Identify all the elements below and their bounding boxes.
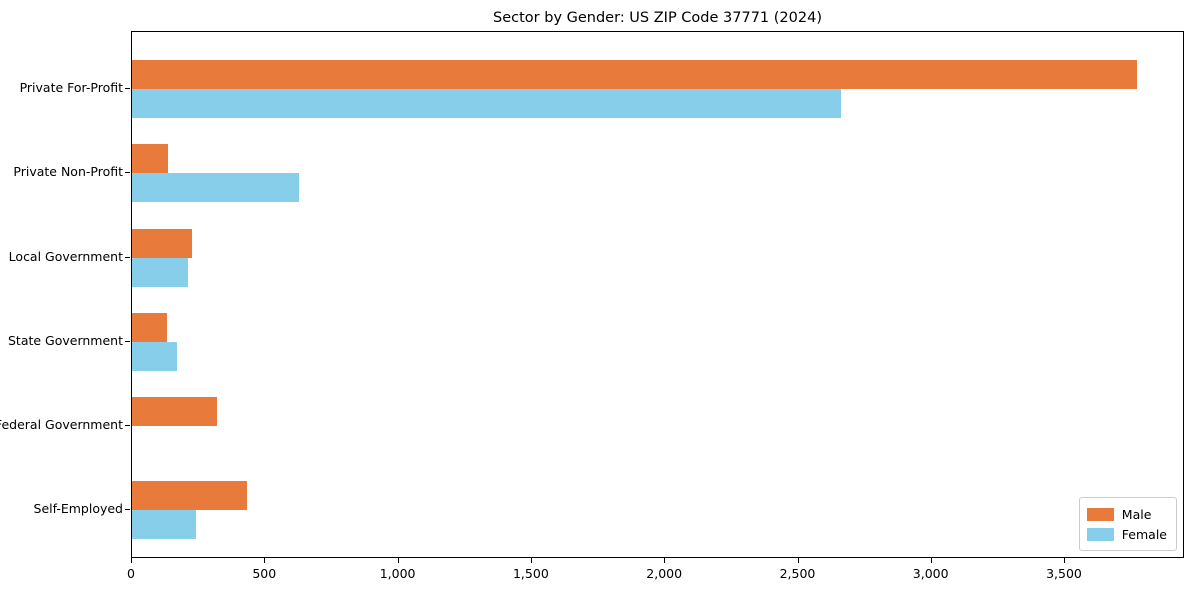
bar-female-state-government (132, 341, 178, 371)
x-tick-mark (264, 558, 266, 563)
y-tick-label-state-government: State Government (7, 332, 123, 348)
y-tick-label-private-non-profit: Private Non-Profit (13, 164, 123, 180)
x-tick-label-3-000: 3,000 (912, 566, 949, 581)
x-tick-label-2-000: 2,000 (646, 566, 683, 581)
bar-female-private-non-profit (132, 173, 299, 203)
bar-male-federal-government (132, 397, 218, 426)
x-tick-mark (930, 558, 932, 563)
bar-female-self-employed (132, 510, 196, 540)
x-tick-mark (664, 558, 666, 563)
bar-male-local-government (132, 228, 192, 258)
bar-male-state-government (132, 312, 167, 342)
bar-male-private-for-profit (132, 60, 1137, 89)
y-tick-mark (125, 256, 130, 258)
x-tick-label-2-500: 2,500 (779, 566, 816, 581)
y-tick-mark (125, 509, 130, 511)
x-tick-label-0: 0 (127, 566, 135, 581)
plot-area: Male Female (131, 31, 1184, 558)
legend-item-female: Female (1086, 524, 1167, 544)
legend-item-male: Male (1086, 504, 1167, 524)
y-tick-mark (125, 340, 130, 342)
legend-swatch-female (1086, 527, 1114, 541)
legend-label-male: Male (1121, 506, 1152, 522)
legend: Male Female (1078, 497, 1177, 551)
x-tick-mark (1064, 558, 1066, 563)
y-tick-label-private-for-profit: Private For-Profit (19, 80, 123, 95)
x-tick-mark (397, 558, 399, 563)
x-tick-mark (131, 558, 133, 563)
x-tick-label-1-500: 1,500 (512, 566, 549, 581)
legend-label-female: Female (1121, 526, 1167, 542)
bars-layer (132, 32, 1183, 557)
x-tick-mark (530, 558, 533, 563)
y-tick-mark (125, 425, 130, 427)
y-tick-label-local-government: Local Government (8, 248, 123, 264)
chart-title: Sector by Gender: US ZIP Code 37771 (202… (493, 10, 822, 26)
x-tick-label-500: 500 (252, 566, 277, 581)
bar-male-private-non-profit (132, 144, 168, 174)
y-tick-mark (125, 88, 130, 90)
x-tick-mark (797, 558, 799, 563)
bar-female-local-government (132, 257, 188, 287)
y-tick-label-federal-government: Federal Government (0, 417, 123, 432)
legend-swatch-male (1086, 507, 1114, 521)
x-tick-label-3-500: 3,500 (1046, 566, 1082, 581)
y-tick-label-self-employed: Self-Employed (33, 501, 123, 517)
y-tick-mark (125, 172, 130, 174)
bar-male-self-employed (132, 481, 247, 511)
bar-female-private-for-profit (132, 89, 842, 118)
x-tick-label-1-000: 1,000 (379, 566, 416, 581)
